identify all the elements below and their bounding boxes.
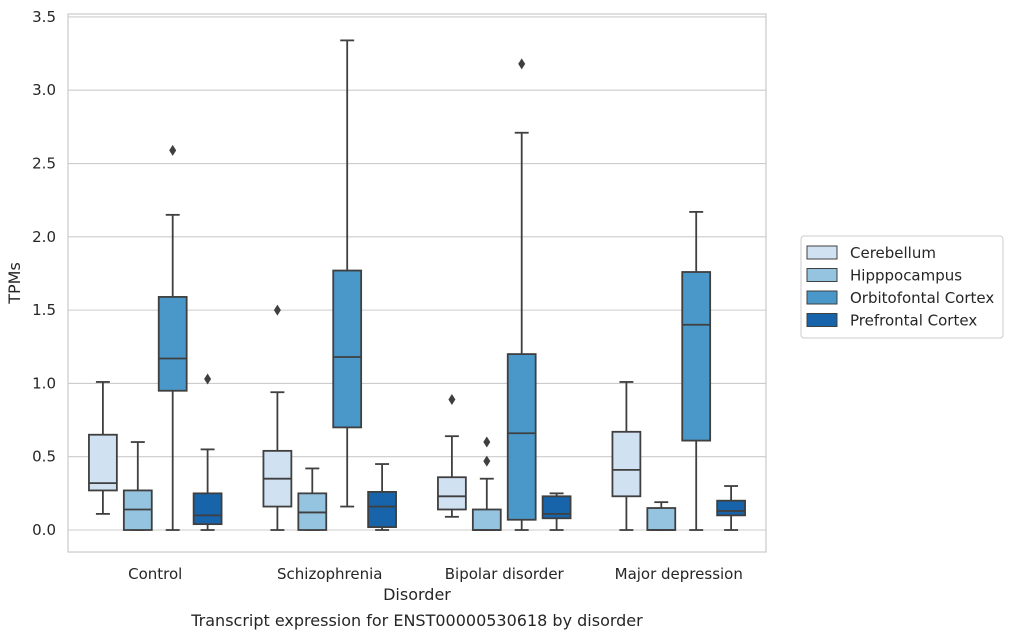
- outlier-marker: [448, 394, 456, 406]
- x-tick-label: Major depression: [615, 565, 743, 583]
- box-group: [88, 381, 118, 515]
- box-group: [192, 373, 223, 531]
- legend-label: Prefrontal Cortex: [850, 312, 977, 330]
- box: [437, 476, 467, 511]
- y-axis-ticks: 0.0 0.5 1.0 1.5 2.0 2.5 3.0 3.5: [32, 8, 56, 539]
- box: [716, 499, 746, 517]
- y-tick-label: 0.0: [32, 521, 56, 539]
- legend-swatch: [806, 313, 838, 327]
- box-group: [646, 501, 677, 531]
- box-group: [367, 463, 397, 531]
- box-group: [611, 381, 642, 531]
- outlier-marker: [483, 455, 491, 467]
- box-plot-area: [88, 39, 746, 531]
- box-group: [332, 39, 363, 508]
- legend-label: Orbitofontal Cortex: [850, 289, 994, 307]
- x-axis-title: Disorder: [383, 585, 451, 604]
- legend-swatch: [806, 290, 838, 305]
- legend: Cerebellum Hipppocampus Orbitofontal Corte…: [800, 235, 1004, 339]
- box-group: [262, 304, 293, 531]
- box-group: [437, 394, 467, 518]
- outlier-marker: [483, 436, 491, 448]
- box-group: [541, 492, 572, 531]
- y-tick-label: 3.5: [32, 8, 56, 26]
- box: [367, 490, 397, 528]
- outlier-marker: [169, 144, 177, 156]
- box-group: [471, 436, 502, 531]
- y-tick-label: 1.5: [32, 301, 56, 319]
- box-group: [681, 211, 712, 531]
- box: [192, 492, 223, 526]
- y-tick-label: 2.0: [32, 228, 56, 246]
- box: [332, 269, 363, 429]
- outlier-marker: [273, 304, 281, 316]
- legend-swatch: [806, 268, 838, 282]
- legend-frame: [800, 235, 1004, 339]
- y-tick-label: 1.0: [32, 374, 56, 392]
- y-tick-label: 3.0: [32, 81, 56, 99]
- box: [681, 271, 712, 442]
- box-group: [122, 441, 153, 531]
- box: [541, 495, 572, 520]
- legend-label: Cerebellum: [850, 244, 936, 262]
- outlier-marker: [204, 373, 212, 385]
- plot-frame: [67, 13, 767, 553]
- box: [88, 433, 118, 492]
- box: [646, 507, 677, 531]
- box-group: [157, 144, 188, 531]
- x-axis-ticks: Control Schizophrenia Bipolar disorder Majo…: [128, 565, 743, 583]
- box: [471, 508, 502, 531]
- outlier-marker: [518, 58, 526, 70]
- legend-label: Hipppocampus: [850, 267, 962, 285]
- box-group: [297, 467, 328, 531]
- box-group: [716, 485, 746, 531]
- x-tick-label: Bipolar disorder: [445, 565, 565, 583]
- x-tick-label: Control: [128, 565, 182, 583]
- box: [157, 296, 188, 392]
- box: [506, 353, 537, 521]
- box-group: [506, 58, 537, 531]
- y-tick-label: 0.5: [32, 448, 56, 466]
- box: [611, 430, 642, 498]
- legend-swatch: [806, 245, 838, 260]
- x-tick-label: Schizophrenia: [277, 565, 382, 583]
- y-tick-label: 2.5: [32, 155, 56, 173]
- chart-caption: Transcript expression for ENST0000053061…: [190, 611, 643, 630]
- y-axis-title: TPMs: [5, 262, 24, 305]
